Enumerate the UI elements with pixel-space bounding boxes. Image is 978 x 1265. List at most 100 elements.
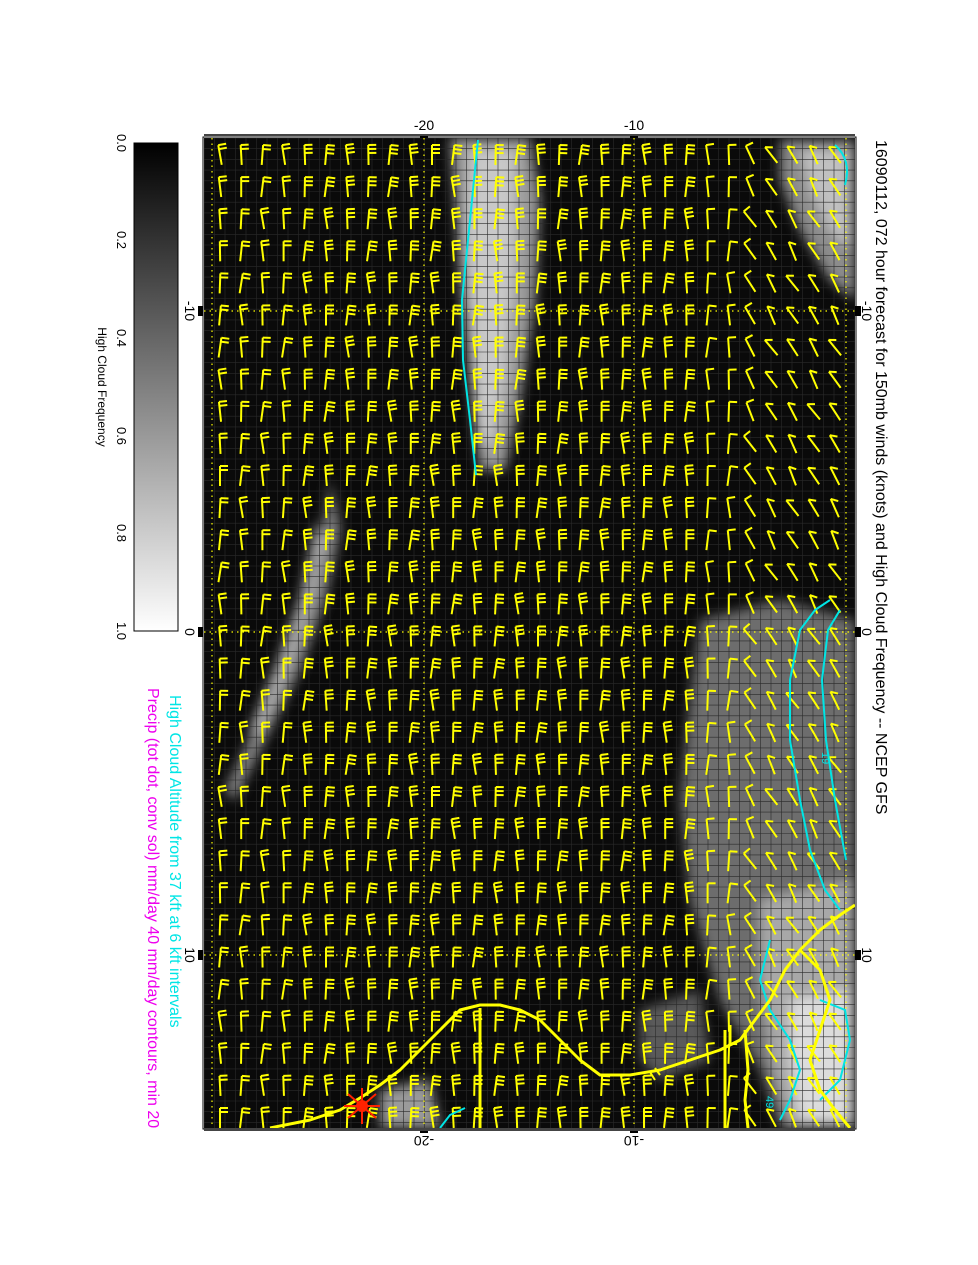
wind-barb bbox=[493, 496, 504, 519]
wind-barb bbox=[599, 560, 610, 583]
wind-barb bbox=[493, 688, 504, 711]
wind-barb bbox=[641, 336, 654, 358]
wind-barb bbox=[727, 850, 738, 872]
wind-barb bbox=[472, 335, 483, 358]
wind-barb bbox=[515, 721, 526, 743]
wind-barb bbox=[260, 496, 271, 519]
wind-barb bbox=[641, 978, 654, 1000]
wind-barb bbox=[386, 399, 398, 422]
wind-barb bbox=[578, 432, 589, 454]
wind-barb bbox=[830, 529, 840, 550]
wind-barb bbox=[642, 432, 652, 454]
wind-barb bbox=[535, 945, 546, 968]
wind-barb bbox=[345, 689, 356, 711]
wind-barb bbox=[556, 850, 569, 872]
wind-barb bbox=[764, 788, 779, 806]
wind-barb bbox=[620, 1106, 631, 1128]
wind-barb bbox=[472, 368, 483, 390]
wind-barb bbox=[473, 432, 483, 454]
wind-barb bbox=[408, 946, 421, 968]
wind-barb bbox=[323, 368, 336, 390]
wind-barb bbox=[765, 1108, 777, 1128]
wind-barb bbox=[620, 176, 632, 198]
wind-barb bbox=[642, 849, 652, 872]
wind-barb bbox=[786, 370, 799, 389]
wind-barb bbox=[303, 850, 314, 872]
wind-barb bbox=[743, 719, 757, 742]
wind-barb bbox=[346, 1074, 356, 1096]
wind-barb bbox=[579, 882, 589, 904]
wind-barb bbox=[303, 368, 313, 390]
wind-barb bbox=[239, 657, 251, 679]
wind-barb bbox=[683, 206, 695, 230]
wind-barb bbox=[387, 593, 400, 615]
wind-barb bbox=[599, 882, 611, 904]
wind-barb bbox=[344, 367, 356, 390]
wind-barb bbox=[641, 529, 654, 551]
wind-barb bbox=[217, 817, 228, 840]
wind-barb bbox=[387, 368, 399, 390]
wind-barb bbox=[641, 367, 652, 390]
wind-barb bbox=[239, 335, 249, 358]
wind-barb bbox=[240, 593, 250, 615]
wind-barb bbox=[239, 368, 250, 390]
wind-barb bbox=[557, 946, 568, 968]
axis-ticks bbox=[198, 134, 861, 1133]
wind-barb bbox=[536, 432, 547, 454]
wind-barb bbox=[281, 175, 292, 198]
wind-barb bbox=[785, 499, 800, 517]
wind-barb bbox=[493, 913, 504, 936]
wind-barb bbox=[366, 753, 377, 775]
wind-barb bbox=[599, 272, 612, 294]
wind-barb bbox=[809, 818, 819, 839]
wind-barb bbox=[663, 977, 674, 1000]
wind-barb bbox=[303, 400, 314, 422]
wind-barb bbox=[281, 1042, 292, 1064]
wind-barb bbox=[764, 819, 778, 838]
wind-barb bbox=[366, 978, 377, 1000]
wind-barb bbox=[323, 176, 336, 198]
wind-barb bbox=[744, 558, 756, 582]
wind-barb bbox=[238, 272, 251, 294]
wind-barb bbox=[742, 205, 758, 228]
wind-barb bbox=[685, 336, 695, 358]
wind-barb bbox=[807, 1108, 821, 1127]
wind-barb bbox=[409, 882, 420, 904]
wind-barb bbox=[429, 721, 440, 743]
wind-barb bbox=[705, 400, 715, 422]
wind-barb bbox=[323, 624, 334, 647]
wind-barb bbox=[387, 207, 398, 230]
wind-barb bbox=[346, 882, 356, 904]
wind-barb bbox=[642, 240, 652, 262]
wind-barb bbox=[829, 658, 841, 678]
wind-barb bbox=[260, 593, 272, 615]
wind-barb bbox=[579, 497, 589, 519]
wind-barb bbox=[785, 916, 800, 934]
wind-barb bbox=[620, 400, 633, 422]
wind-barb bbox=[642, 304, 653, 326]
wind-barb bbox=[662, 465, 675, 487]
wind-barb bbox=[281, 304, 293, 326]
cloud-altitude-contours bbox=[439, 139, 852, 1128]
wind-barb bbox=[827, 146, 842, 164]
wind-barb bbox=[579, 689, 589, 711]
wind-barb bbox=[452, 721, 462, 743]
wind-barb bbox=[217, 175, 228, 198]
wind-barb bbox=[765, 209, 778, 229]
wind-barb bbox=[726, 303, 736, 326]
wind-barb bbox=[387, 786, 399, 808]
wind-barb bbox=[218, 624, 228, 647]
wind-barb bbox=[493, 625, 505, 647]
wind-barb bbox=[764, 1044, 778, 1063]
wind-barb bbox=[494, 368, 504, 390]
wind-barb bbox=[451, 432, 462, 454]
coastline bbox=[269, 903, 855, 1128]
wind-barb bbox=[387, 849, 398, 872]
wind-barb bbox=[764, 595, 778, 614]
wind-barb bbox=[282, 689, 292, 711]
wind-barb bbox=[261, 946, 271, 968]
wind-barb bbox=[450, 624, 461, 647]
colorbar-gradient bbox=[133, 142, 179, 632]
wind-barb bbox=[727, 400, 738, 422]
